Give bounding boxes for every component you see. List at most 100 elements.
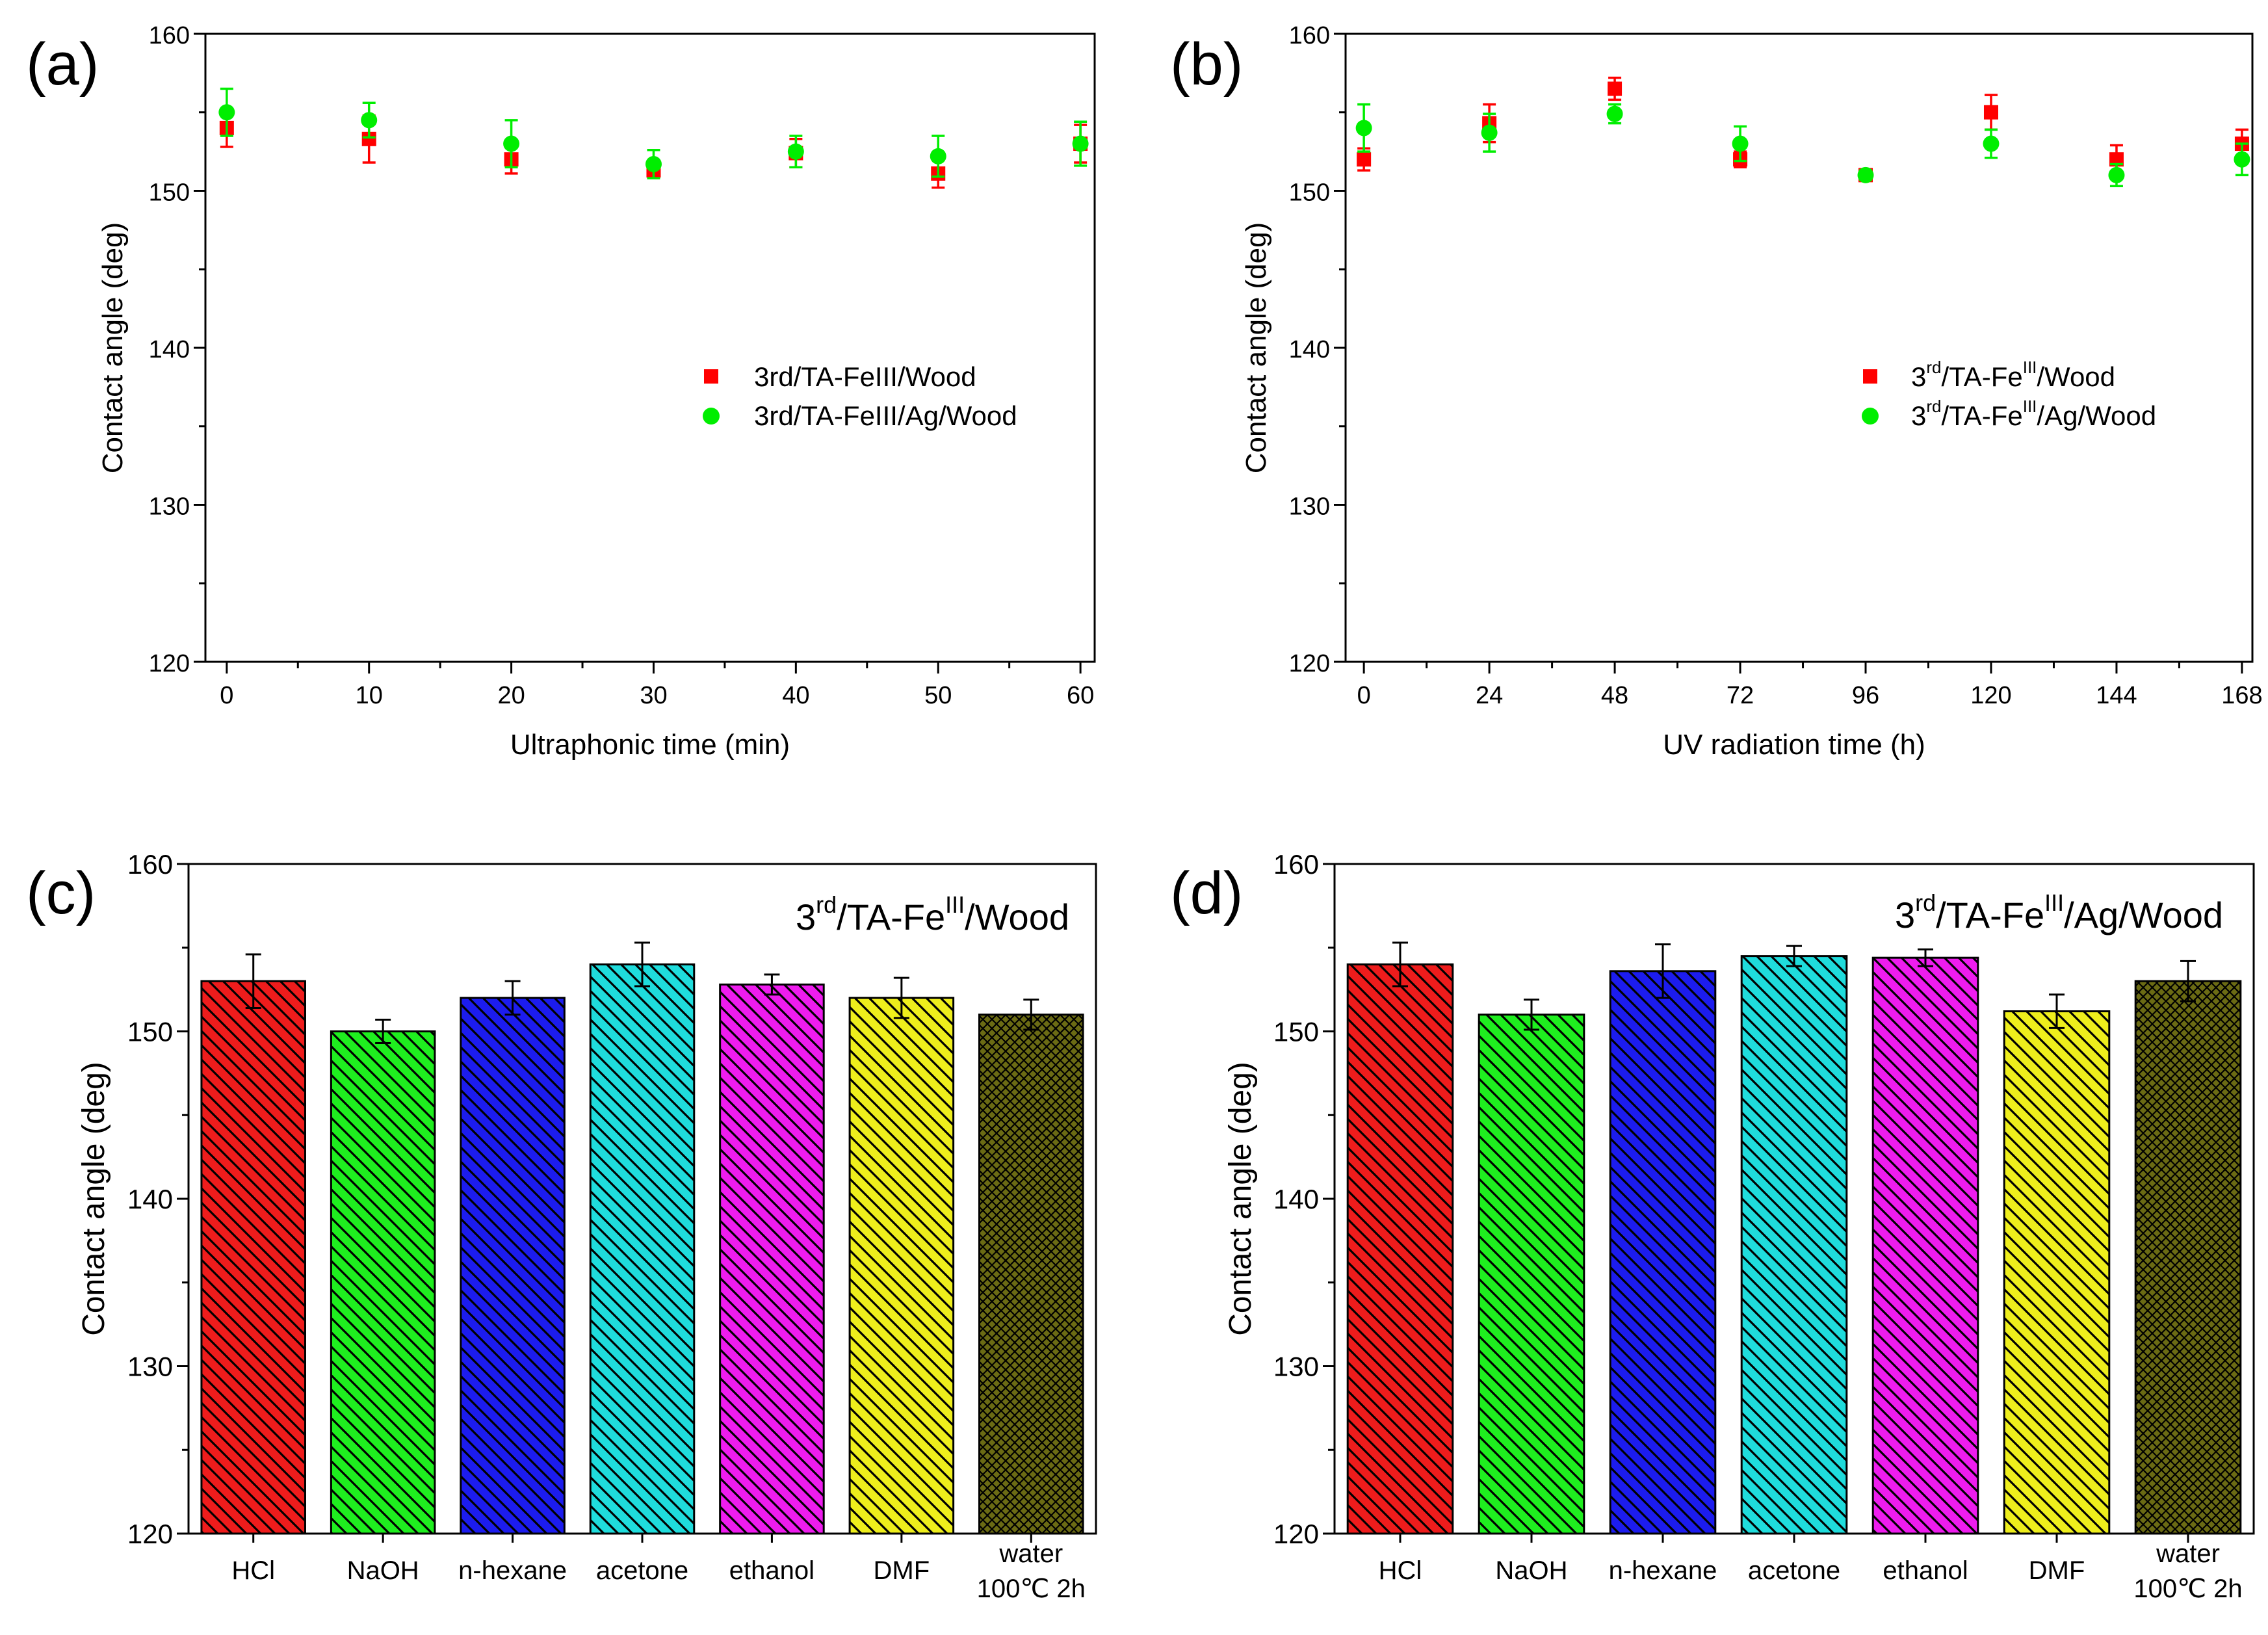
x-tick-label: water bbox=[2156, 1539, 2220, 1568]
y-tick-label: 120 bbox=[127, 1519, 173, 1549]
x-axis: 0 10 20 30 40 50 60 bbox=[220, 662, 1094, 709]
bar-hatch bbox=[1478, 1014, 1585, 1535]
panel-d: (d) 120 130 140 150 160 HCl NaOH n-hexane aceto… bbox=[1170, 849, 2255, 1603]
y-tick-label: 150 bbox=[1273, 1017, 1319, 1047]
data-point-circle bbox=[1355, 120, 1372, 137]
x-axis: 0 24 48 72 96 120 144 168 bbox=[1357, 662, 2263, 709]
data-point-circle bbox=[1857, 166, 1874, 183]
y-tick-label: 140 bbox=[1289, 336, 1330, 363]
y-tick-label: 160 bbox=[1289, 22, 1330, 49]
x-tick-label: 60 bbox=[1067, 682, 1094, 709]
plot-frame bbox=[204, 33, 1096, 663]
y-axis-label: Contact angle (deg) bbox=[97, 222, 129, 473]
data-point-square bbox=[1357, 152, 1372, 167]
legend-marker-0 bbox=[1863, 369, 1877, 384]
y-tick-label: 140 bbox=[127, 1184, 173, 1214]
x-tick-label: 40 bbox=[782, 682, 809, 709]
panel-label: (c) bbox=[26, 860, 96, 926]
y-axis: 120 130 140 150 160 bbox=[149, 22, 205, 677]
y-tick-label: 120 bbox=[1273, 1519, 1319, 1549]
data-point-circle bbox=[1481, 124, 1498, 141]
x-tick-label: 24 bbox=[1476, 682, 1503, 709]
chart-title: 3rd/TA-FeIII/Ag/Wood bbox=[1895, 889, 2223, 935]
y-axis-label: Contact angle (deg) bbox=[1223, 1062, 1258, 1336]
x-tick-label: 168 bbox=[2221, 682, 2262, 709]
x-tick-label: 0 bbox=[220, 682, 233, 709]
x-axis-label: UV radiation time (h) bbox=[1663, 729, 1925, 761]
legend-marker-1 bbox=[1862, 408, 1879, 425]
y-axis: 120 130 140 150 160 bbox=[1273, 849, 1335, 1549]
x-tick-label: water bbox=[998, 1539, 1063, 1568]
bars bbox=[1346, 941, 2242, 1535]
data-point-square bbox=[361, 131, 376, 146]
y-axis-label: Contact angle (deg) bbox=[1240, 222, 1272, 473]
y-tick-label: 160 bbox=[127, 849, 173, 880]
panel-b: (b) 120 130 140 150 160 0 24 48 72 96 120 144 168 C… bbox=[1170, 22, 2263, 761]
x-tick-label: 100℃ 2h bbox=[2133, 1575, 2242, 1603]
legend: 3rd/TA-FeIII/Wood 3rd/TA-FeIII/Ag/Wood bbox=[703, 361, 1017, 431]
legend-label-0: 3rd/TA-FeIII/Wood bbox=[1911, 358, 2115, 392]
x-axis: HCl NaOH n-hexane acetone ethanol DMF water 100… bbox=[231, 1534, 1086, 1603]
legend-marker-0 bbox=[704, 369, 718, 384]
x-tick-label: 48 bbox=[1601, 682, 1628, 709]
data-point-circle bbox=[1732, 135, 1749, 152]
x-tick-label: HCl bbox=[1379, 1556, 1422, 1585]
panel-c: (c) 120 130 140 150 160 HCl NaOH n-hexane aceto… bbox=[26, 849, 1097, 1603]
bar-hatch bbox=[2134, 980, 2242, 1535]
y-tick-label: 150 bbox=[149, 179, 190, 207]
bar-hatch bbox=[589, 963, 696, 1535]
x-tick-label: NaOH bbox=[1495, 1556, 1567, 1585]
bar-hatch bbox=[1609, 970, 1717, 1535]
bar-hatch bbox=[719, 983, 825, 1535]
x-tick-label: acetone bbox=[596, 1556, 688, 1585]
data-point-circle bbox=[645, 155, 662, 172]
data-point-circle bbox=[361, 112, 378, 129]
y-tick-label: 140 bbox=[1273, 1184, 1319, 1214]
data-point-circle bbox=[1072, 135, 1089, 152]
y-axis: 120 130 140 150 160 bbox=[1289, 22, 1346, 677]
x-tick-label: acetone bbox=[1748, 1556, 1840, 1585]
x-tick-label: 144 bbox=[2096, 682, 2137, 709]
chart-title: 3rd/TA-FeIII/Wood bbox=[796, 891, 1069, 937]
data-point-circle bbox=[787, 143, 804, 160]
x-tick-label: DMF bbox=[2029, 1556, 2085, 1585]
panel-label: (b) bbox=[1170, 31, 1243, 98]
data-points bbox=[1355, 76, 2250, 188]
data-point-circle bbox=[218, 104, 235, 121]
x-tick-label: ethanol bbox=[729, 1556, 815, 1585]
x-tick-label: n-hexane bbox=[1609, 1556, 1717, 1585]
data-point-circle bbox=[503, 135, 520, 152]
legend-label-1: 3rd/TA-FeIII/Ag/Wood bbox=[1911, 397, 2156, 431]
x-tick-label: 96 bbox=[1852, 682, 1879, 709]
legend-marker-1 bbox=[703, 408, 720, 425]
panel-label: (d) bbox=[1170, 860, 1243, 926]
bar-hatch bbox=[978, 1014, 1084, 1535]
data-point-circle bbox=[1983, 135, 2000, 152]
data-point-circle bbox=[930, 148, 946, 164]
x-tick-label: 120 bbox=[1970, 682, 2011, 709]
bar-hatch bbox=[1740, 955, 1848, 1535]
x-tick-label: 20 bbox=[497, 682, 525, 709]
data-point-circle bbox=[1606, 105, 1623, 122]
bar-hatch bbox=[2003, 1010, 2111, 1535]
y-tick-label: 120 bbox=[149, 650, 190, 677]
x-tick-label: HCl bbox=[231, 1556, 275, 1585]
data-point-square bbox=[1983, 105, 1998, 120]
legend: 3rd/TA-FeIII/Wood 3rd/TA-FeIII/Ag/Wood bbox=[1862, 358, 2156, 431]
y-tick-label: 150 bbox=[127, 1017, 173, 1047]
y-tick-label: 130 bbox=[149, 493, 190, 521]
plot-frame bbox=[1344, 33, 2254, 663]
y-axis: 120 130 140 150 160 bbox=[127, 849, 189, 1549]
x-tick-label: n-hexane bbox=[458, 1556, 567, 1585]
y-tick-label: 160 bbox=[1273, 849, 1319, 880]
x-tick-label: 0 bbox=[1357, 682, 1371, 709]
bar-hatch bbox=[1346, 963, 1454, 1535]
x-tick-label: ethanol bbox=[1883, 1556, 1968, 1585]
panel-label: (a) bbox=[26, 31, 99, 98]
y-tick-label: 130 bbox=[1289, 493, 1330, 521]
data-point-square bbox=[1608, 81, 1623, 96]
y-tick-label: 150 bbox=[1289, 179, 1330, 207]
data-point-circle bbox=[2234, 151, 2250, 168]
y-tick-label: 130 bbox=[1273, 1352, 1319, 1382]
